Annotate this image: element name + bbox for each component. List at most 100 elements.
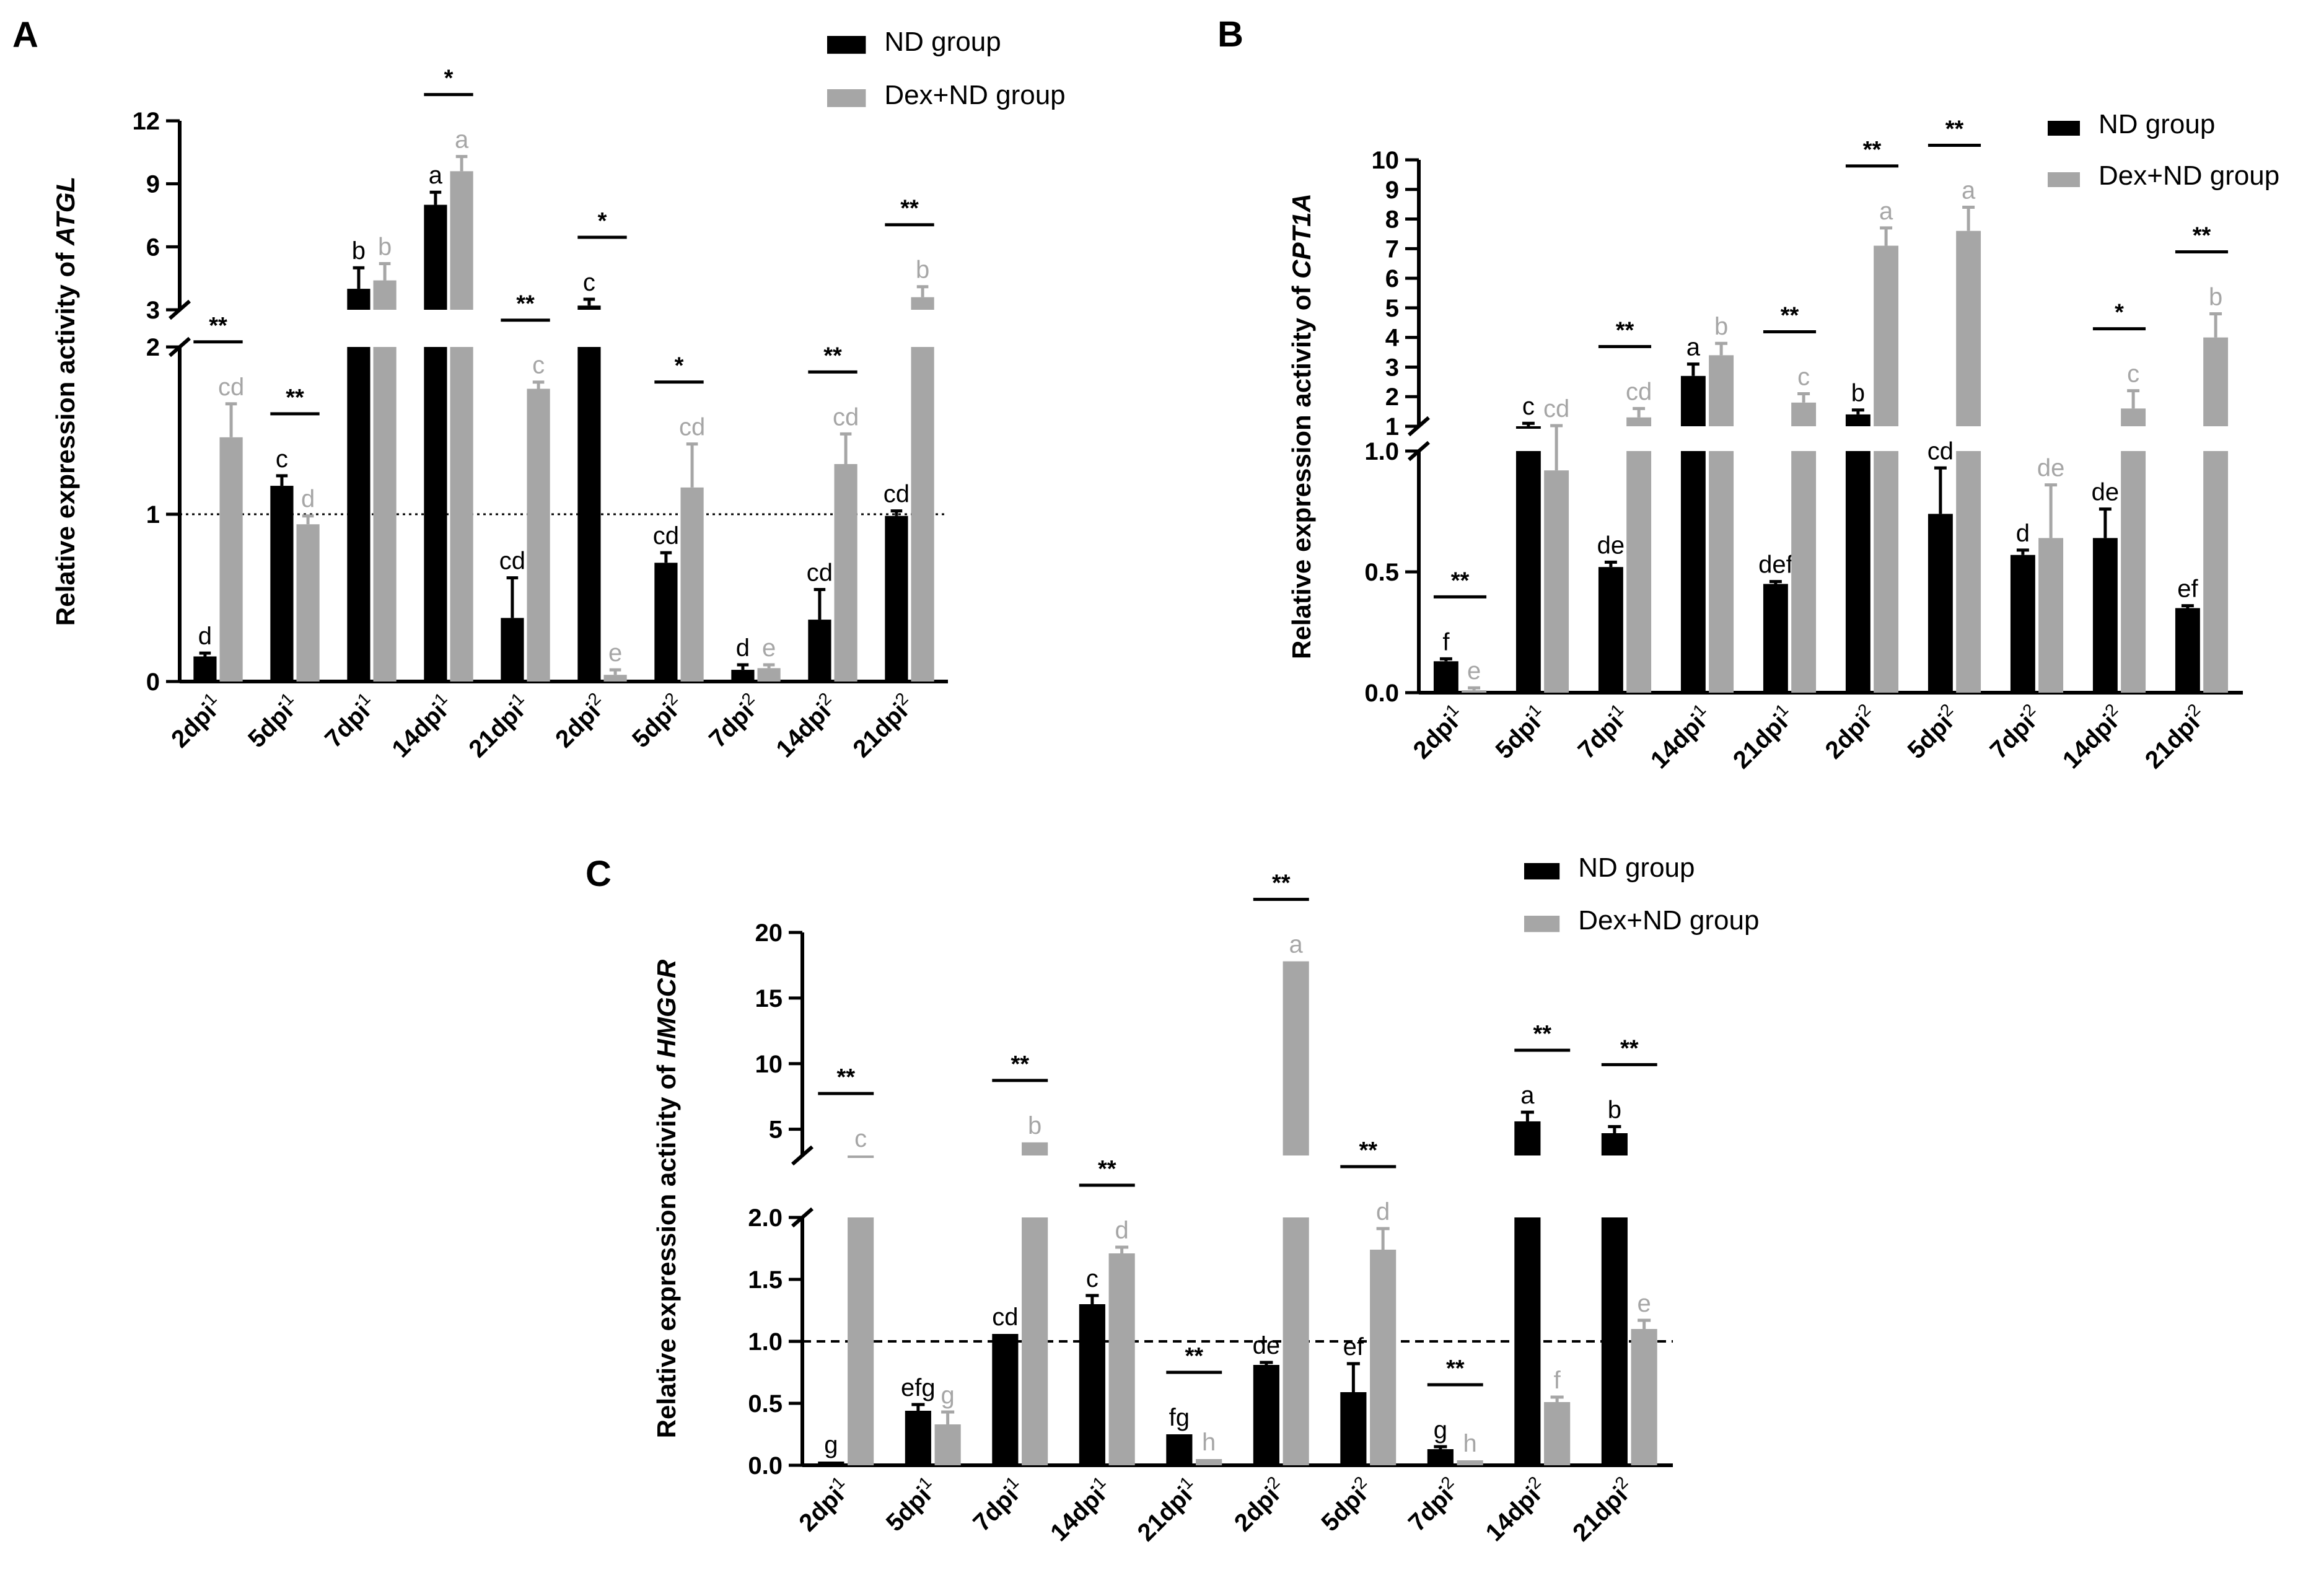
legend-label-nd: ND group: [2098, 109, 2215, 139]
significance-letter-nd: cd: [653, 522, 679, 550]
significance-stars: **: [1945, 116, 1964, 142]
bar-nd: [577, 347, 601, 682]
significance-letter-dex: e: [1638, 1290, 1651, 1317]
significance-letter-dex: c: [854, 1125, 867, 1152]
legend-label-dex: Dex+ND group: [884, 80, 1065, 110]
bar-nd: [270, 486, 294, 682]
bar-nd-upper: [424, 204, 447, 310]
bar-dex: [527, 388, 550, 682]
bar-dex-upper: [911, 297, 934, 310]
bar-nd: [885, 515, 908, 682]
bar-nd: [905, 1411, 931, 1465]
x-tick-label: 21dpi2: [2138, 699, 2212, 774]
bar-nd: [193, 656, 217, 682]
bar-dex: [2038, 538, 2064, 693]
significance-letter-nd: g: [824, 1431, 838, 1458]
bar-nd: [1927, 514, 1953, 693]
axis-break-mark: [791, 1145, 814, 1166]
x-tick-label: 21dpi2: [1565, 1472, 1639, 1546]
bar-nd: [1601, 1217, 1628, 1465]
bar-nd: [1340, 1392, 1367, 1465]
bar-dex: [848, 1217, 874, 1465]
bar-dex: [1791, 451, 1817, 693]
y-tick-label: 5: [769, 1116, 783, 1144]
y-tick-label: 3: [1385, 354, 1399, 381]
bar-nd: [1598, 567, 1623, 693]
bar-nd: [1166, 1434, 1193, 1465]
significance-letter-dex: c: [2127, 361, 2139, 388]
y-tick-label: 2: [1385, 384, 1399, 411]
y-axis-label: Relative expression activity of CPT1A: [1287, 193, 1316, 659]
bar-nd: [808, 620, 831, 682]
significance-letter-dex: b: [916, 256, 929, 284]
x-tick-label: 21dpi1: [1726, 699, 1800, 774]
significance-letter-nd: d: [198, 623, 212, 650]
significance-letter-dex: e: [1467, 657, 1481, 685]
bar-dex-upper: [1283, 961, 1309, 1155]
bar-dex: [1370, 1250, 1397, 1465]
y-axis-label: Relative expression activity of HMGCR: [652, 959, 681, 1438]
significance-letter-nd: b: [1608, 1096, 1621, 1123]
significance-stars: **: [1781, 302, 1799, 328]
significance-letter-nd: cd: [807, 559, 833, 587]
bar-dex-upper: [1022, 1142, 1048, 1155]
bar-dex-upper: [1956, 230, 1981, 426]
x-tick-label: 5dpi2: [1313, 1472, 1378, 1537]
significance-stars: *: [598, 208, 607, 234]
significance-stars: **: [209, 313, 227, 339]
significance-letter-nd: d: [2016, 520, 2030, 547]
bar-dex: [296, 524, 320, 682]
bar-dex: [450, 347, 473, 682]
legend-label-nd: ND group: [1578, 853, 1695, 883]
significance-stars: **: [1451, 568, 1470, 594]
x-tick-label: 14dpi1: [1643, 699, 1717, 774]
y-tick-label: 1.5: [748, 1266, 783, 1294]
significance-letter-dex: a: [1962, 177, 1976, 204]
significance-letter-nd: c: [276, 445, 288, 473]
y-axis-label-prefix: Relative expression activity of: [51, 245, 80, 626]
y-axis-label-gene: CPT1A: [1287, 193, 1316, 279]
significance-letter-dex: e: [608, 639, 622, 667]
significance-letter-dex: h: [1463, 1430, 1477, 1457]
significance-stars: **: [1359, 1138, 1377, 1164]
significance-letter-nd: b: [1851, 380, 1865, 407]
y-axis-label-gene: HMGCR: [652, 959, 681, 1058]
bar-dex: [934, 1424, 961, 1465]
significance-letter-dex: b: [1028, 1112, 1042, 1139]
significance-stars: *: [2115, 300, 2124, 326]
bar-dex-upper: [1709, 355, 1734, 426]
panel-label: A: [12, 15, 38, 55]
bar-nd: [1680, 451, 1706, 693]
significance-letter-nd: c: [1522, 393, 1535, 420]
x-tick-label: 2dpi2: [1227, 1472, 1291, 1537]
bar-dex: [1709, 451, 1734, 693]
significance-letter-dex: cd: [833, 403, 859, 431]
significance-letter-dex: b: [378, 233, 392, 260]
panel-label: B: [1217, 14, 1243, 55]
legend-swatch-nd: [2048, 121, 2080, 136]
bar-dex: [1457, 1460, 1483, 1465]
significance-letter-nd: fg: [1169, 1404, 1190, 1431]
x-tick-label: 5dpi1: [1488, 699, 1553, 764]
x-tick-label: 2dpi2: [548, 688, 612, 753]
significance-stars: **: [516, 291, 535, 317]
x-tick-label: 14dpi1: [1043, 1472, 1117, 1546]
x-tick-label: 5dpi2: [625, 688, 689, 753]
y-tick-label: 6: [1385, 265, 1399, 292]
bar-nd: [501, 618, 524, 682]
y-tick-label: 1: [1385, 413, 1399, 441]
x-tick-label: 7dpi2: [1401, 1472, 1465, 1537]
y-tick-label: 7: [1385, 235, 1399, 263]
y-tick-label: 0.0: [1364, 680, 1399, 707]
bar-dex: [603, 675, 627, 682]
significance-stars: **: [1620, 1035, 1639, 1061]
significance-letter-dex: e: [762, 634, 776, 662]
significance-letter-nd: cd: [992, 1304, 1018, 1331]
y-tick-label: 0.0: [748, 1452, 783, 1480]
panel-c: C Relative expression activity of HMGCR 0.…: [585, 853, 1759, 1546]
bar-nd: [424, 347, 447, 682]
bar-nd: [992, 1334, 1019, 1465]
significance-letter-dex: a: [1879, 198, 1893, 225]
bar-nd-upper: [577, 305, 601, 310]
